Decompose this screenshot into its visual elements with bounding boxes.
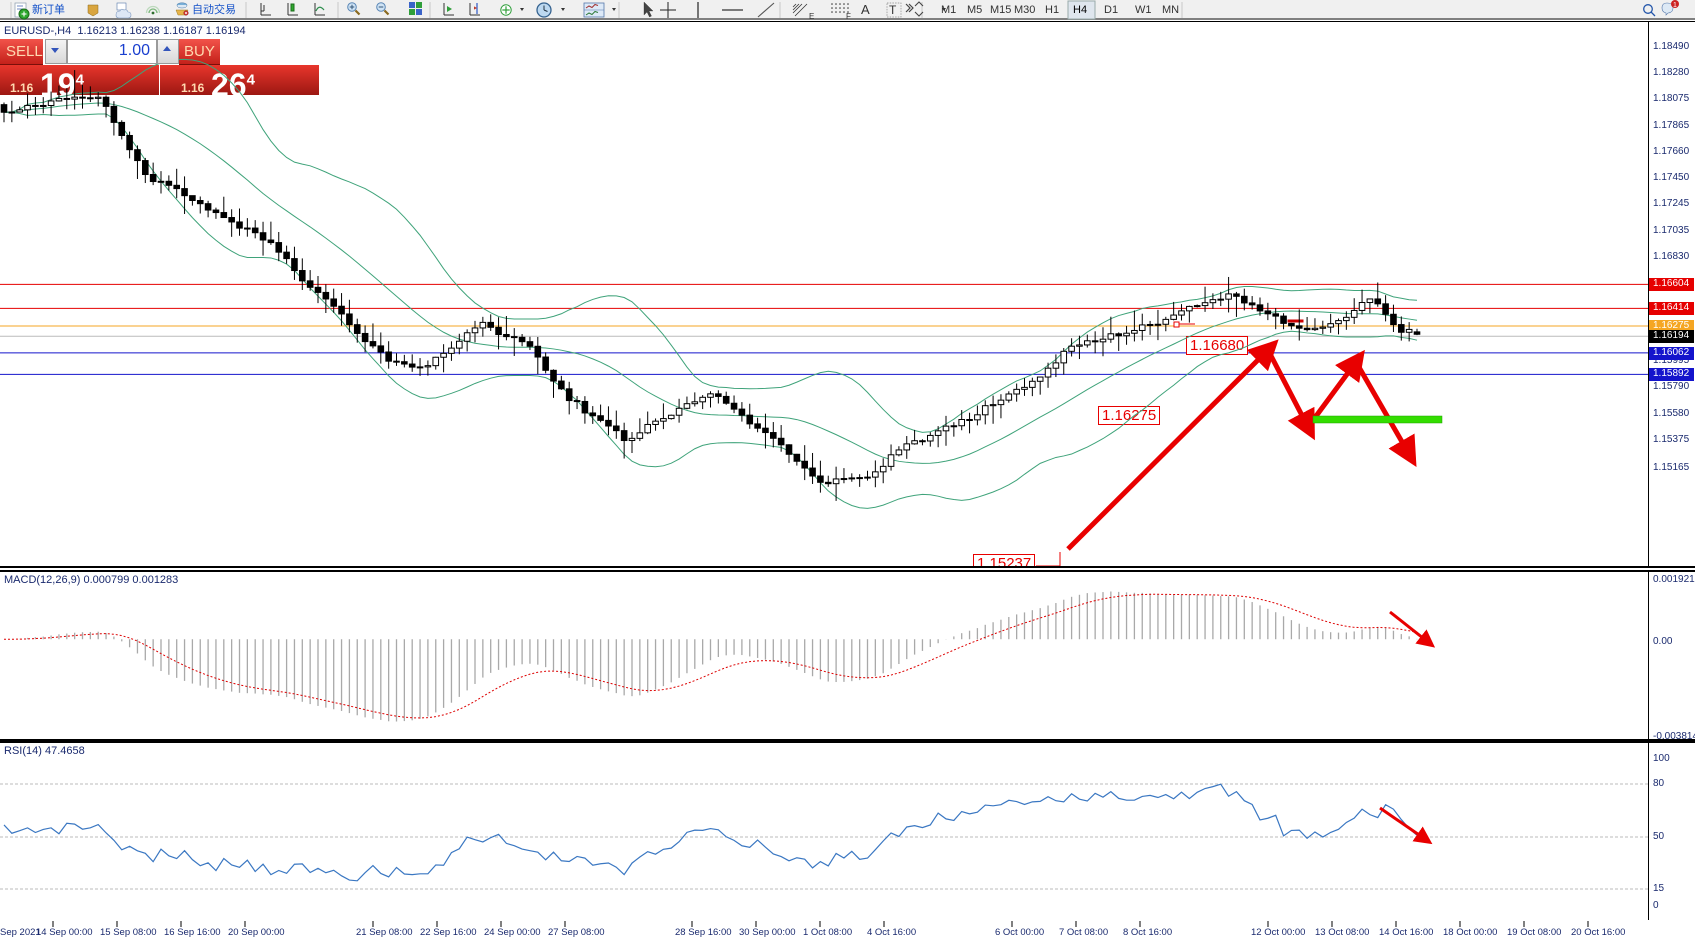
svg-text:T: T — [889, 3, 897, 17]
svg-text:H4: H4 — [1073, 4, 1087, 16]
svg-text:M5: M5 — [967, 4, 982, 16]
svg-text:W1: W1 — [1135, 4, 1152, 16]
svg-text:D1: D1 — [1104, 4, 1118, 16]
svg-text:1: 1 — [1673, 2, 1677, 9]
svg-text:M15: M15 — [990, 4, 1011, 16]
svg-text:新订单: 新订单 — [32, 2, 65, 16]
svg-text:A: A — [861, 2, 870, 17]
svg-text:MN: MN — [1162, 4, 1179, 16]
svg-text:自动交易: 自动交易 — [192, 2, 236, 16]
svg-text:E: E — [809, 12, 814, 20]
svg-text:F: F — [846, 12, 851, 20]
svg-text:M30: M30 — [1014, 4, 1035, 16]
svg-text:M1: M1 — [941, 4, 956, 16]
svg-text:H1: H1 — [1045, 4, 1059, 16]
